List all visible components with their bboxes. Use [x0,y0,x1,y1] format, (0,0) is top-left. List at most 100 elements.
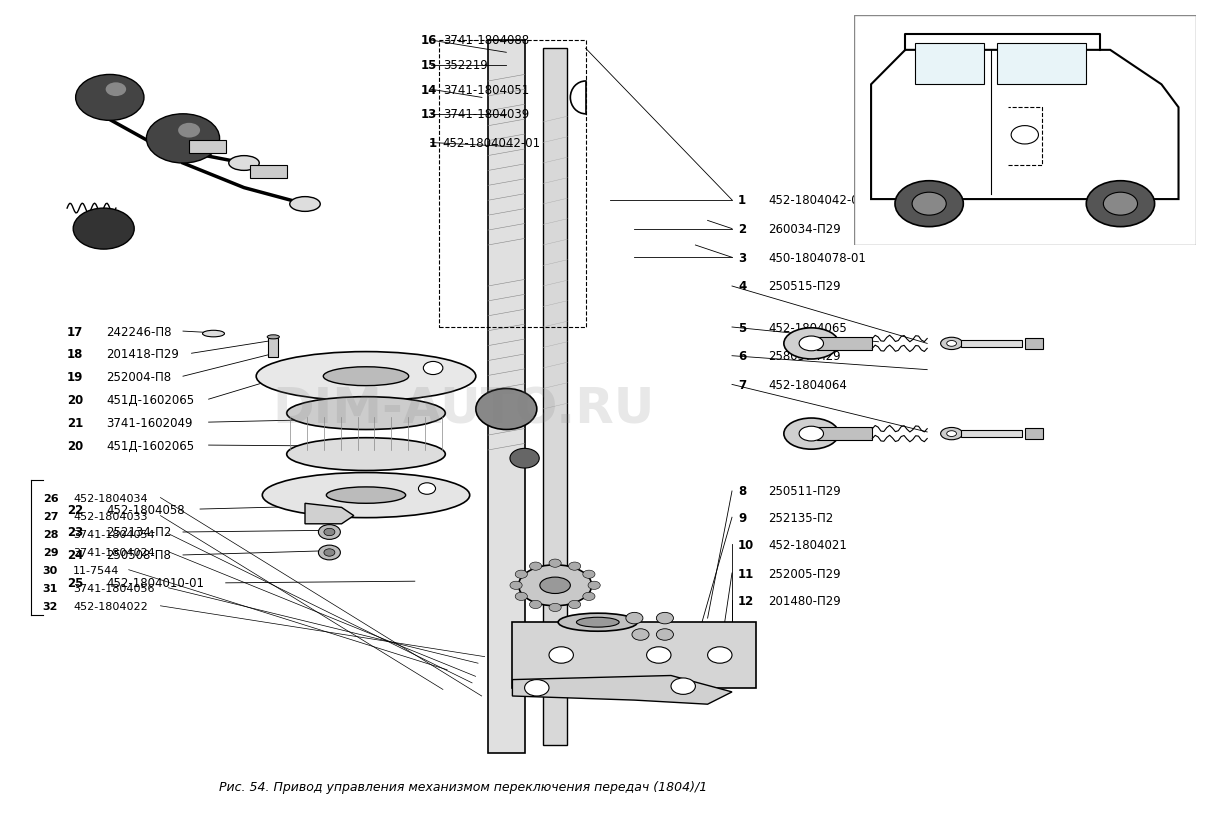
Circle shape [318,525,340,540]
Text: 20: 20 [67,439,83,452]
Text: 452-1804022: 452-1804022 [73,601,148,611]
Text: 20: 20 [67,393,83,406]
Text: 7: 7 [738,378,747,391]
Text: 258037-П29: 258037-П29 [769,350,842,363]
Text: 252004-П8: 252004-П8 [106,370,171,383]
Text: 452-1804058: 452-1804058 [106,503,184,516]
Text: 17: 17 [67,325,83,338]
Circle shape [178,124,200,138]
Text: 11-7544: 11-7544 [73,565,120,575]
Circle shape [525,680,549,696]
Text: 250515-П29: 250515-П29 [769,280,842,293]
Circle shape [1086,182,1154,228]
Bar [817,337,872,351]
Text: 1: 1 [738,194,747,207]
Text: 451Д-1602065: 451Д-1602065 [106,393,194,406]
Circle shape [569,600,581,609]
Circle shape [549,559,561,568]
Ellipse shape [203,331,224,337]
Bar [268,339,278,357]
Ellipse shape [323,367,409,386]
Text: 18: 18 [67,347,83,360]
Text: 3741-1804054: 3741-1804054 [73,529,155,539]
Polygon shape [512,622,756,688]
Text: 5: 5 [738,321,747,334]
Circle shape [1103,193,1137,216]
Ellipse shape [287,438,445,471]
Ellipse shape [327,487,405,504]
Text: 28: 28 [43,529,59,539]
Circle shape [418,483,436,495]
Circle shape [549,604,561,612]
Text: 452-1804034: 452-1804034 [73,493,148,503]
Text: 23: 23 [67,526,83,539]
Text: 6: 6 [738,350,747,363]
Text: 3: 3 [738,251,747,265]
Ellipse shape [799,337,824,351]
Text: 260034-П29: 260034-П29 [769,223,842,236]
Text: 201480-П29: 201480-П29 [769,594,842,607]
Text: 451Д-1602065: 451Д-1602065 [106,439,194,452]
Text: 250508-П8: 250508-П8 [106,549,171,562]
Text: 4: 4 [738,280,747,293]
Circle shape [656,629,673,640]
Text: 452-1804021: 452-1804021 [769,538,848,551]
Text: 452-1804065: 452-1804065 [769,321,848,334]
Ellipse shape [941,428,963,441]
Ellipse shape [941,337,963,351]
Text: 452-1804042-01: 452-1804042-01 [443,137,540,150]
Text: 1: 1 [428,137,437,150]
Text: 452-1804033: 452-1804033 [73,511,148,521]
Ellipse shape [256,352,476,401]
Text: Рис. 54. Привод управления механизмом переключения передач (1804)/1: Рис. 54. Привод управления механизмом пе… [220,780,708,793]
Circle shape [583,570,595,578]
Bar [915,44,983,85]
Circle shape [529,600,542,609]
Circle shape [583,593,595,601]
Polygon shape [305,504,354,524]
Circle shape [325,549,334,557]
Text: 24: 24 [67,549,83,562]
Circle shape [647,647,671,663]
Bar [439,41,586,328]
Text: 3741-1804088: 3741-1804088 [443,34,529,48]
Ellipse shape [229,156,259,171]
Ellipse shape [784,419,839,450]
Ellipse shape [558,613,637,631]
Circle shape [626,613,643,624]
Circle shape [510,449,539,468]
Ellipse shape [576,618,619,627]
Bar [1025,338,1043,350]
Circle shape [895,182,964,228]
Circle shape [423,362,443,375]
Circle shape [73,209,134,250]
Circle shape [913,193,947,216]
Ellipse shape [799,427,824,441]
Text: 8: 8 [738,485,747,498]
Text: 3741-1602049: 3741-1602049 [106,416,193,429]
Text: 452-1804064: 452-1804064 [769,378,848,391]
Text: 32: 32 [43,601,59,611]
Text: 252005-П29: 252005-П29 [769,567,842,580]
Text: 450-1804078-01: 450-1804078-01 [769,251,866,265]
Text: 21: 21 [67,416,83,429]
Bar [543,49,567,745]
Text: 3741-1804024: 3741-1804024 [73,547,155,557]
Text: 3741-1804056: 3741-1804056 [73,583,155,593]
Text: 14: 14 [421,84,437,97]
Polygon shape [512,676,732,704]
Circle shape [515,593,527,601]
Text: 15: 15 [421,59,437,72]
Circle shape [529,563,542,571]
Bar [250,165,287,179]
Ellipse shape [290,197,320,212]
Circle shape [708,647,732,663]
Circle shape [476,389,537,430]
Circle shape [569,563,581,571]
Circle shape [671,678,695,695]
Bar [1025,428,1043,440]
Text: 12: 12 [738,594,754,607]
Text: 31: 31 [43,583,59,593]
Bar [488,41,525,753]
Ellipse shape [262,473,470,518]
